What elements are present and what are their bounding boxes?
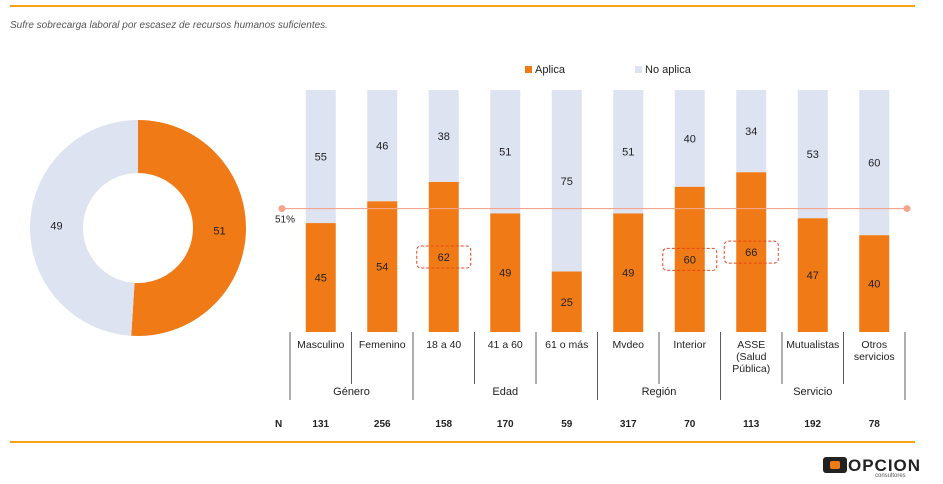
n-value: 131 [312,419,329,430]
n-value: 256 [374,419,391,430]
bar-no-aplica [859,90,890,236]
legend-label: No aplica [645,64,692,76]
bar-no-aplica [797,90,828,219]
n-value: 70 [684,419,696,430]
category-label: Mvdeo [612,339,644,351]
group-label: Región [642,386,677,398]
bar-label-aplica: 49 [499,268,511,280]
highlight-box [723,240,779,264]
group-label: Género [333,386,370,398]
bar-aplica [674,186,705,332]
bar-aplica [613,213,644,332]
bar-label-aplica: 66 [745,247,757,259]
bar-label-no-aplica: 60 [868,158,880,170]
bar-no-aplica [613,90,644,214]
reference-line-start-marker [278,205,286,213]
bottom-accent-rule [10,441,915,443]
legend-swatch-no-aplica [635,66,642,73]
bar-label-aplica: 47 [807,270,819,282]
donut-slice-aplica [131,120,247,336]
n-value: 59 [561,419,573,430]
top-accent-rule [10,5,915,7]
logo-name: OPCION [848,456,922,475]
bar-label-no-aplica: 51 [499,147,511,159]
category-label: Femenino [359,339,406,351]
highlight-box [662,247,718,271]
bar-label-no-aplica: 51 [622,147,634,159]
bar-aplica [305,223,336,332]
n-value: 170 [497,419,514,430]
n-value: 317 [620,419,637,430]
donut-slice-no-aplica [30,120,138,336]
bar-no-aplica [490,90,521,214]
bar-label-no-aplica: 46 [376,141,388,153]
bar-label-no-aplica: 75 [561,176,573,188]
bar-no-aplica [551,90,582,272]
category-label: Interior [673,339,706,351]
bar-label-aplica: 40 [868,279,880,291]
category-label: Otros servicios [854,339,895,363]
bar-label-no-aplica: 55 [315,152,327,164]
n-value: 192 [804,419,821,430]
bar-label-no-aplica: 38 [438,131,450,143]
logo-tagline: consultores [875,473,906,479]
donut-value-label: 49 [50,220,62,232]
bar-aplica [490,213,521,332]
bar-aplica [367,201,398,332]
bar-aplica [859,235,890,332]
bar-label-aplica: 45 [315,273,327,285]
bar-label-aplica: 54 [376,262,388,274]
donut-value-label: 51 [213,226,225,238]
category-label: Mutualistas [786,339,839,351]
n-value: 78 [869,419,881,430]
bar-no-aplica [428,90,459,182]
bar-aplica [736,172,767,332]
category-label: ASSE (Salud Pública) [732,339,770,375]
category-label: 41 a 60 [488,339,523,351]
category-label: 18 a 40 [426,339,461,351]
opcion-logo: OPCION consultores [823,456,922,479]
group-label: Servicio [793,386,832,398]
bar-label-no-aplica: 40 [684,133,696,145]
reference-line-end-marker [903,205,911,213]
n-value: 158 [435,419,452,430]
bar-no-aplica [674,90,705,187]
chart-subtitle: Sufre sobrecarga laboral por escasez de … [10,20,328,31]
bar-no-aplica [367,90,398,202]
category-label: Masculino [297,339,344,351]
bar-label-aplica: 49 [622,268,634,280]
stacked-bar-chart: Aplica No aplica 55 45 46 54 38 62 51 49 75 25 51 49 4… [275,64,911,430]
category-label: 61 o más [545,339,588,351]
bar-label-no-aplica: 53 [807,149,819,161]
bar-label-aplica: 25 [561,297,573,309]
bar-no-aplica [736,90,767,173]
bar-label-aplica: 62 [438,252,450,264]
legend-swatch-aplica [525,66,532,73]
legend-label: Aplica [535,64,566,76]
donut-chart: 51 49 [30,120,247,336]
group-label: Edad [492,386,518,398]
bar-aplica [551,271,582,332]
reference-line-label: 51% [275,215,295,226]
n-value: 113 [743,419,760,430]
logo-mark-icon [823,457,847,473]
bar-aplica [797,218,828,332]
bar-label-aplica: 60 [684,254,696,266]
bar-no-aplica [305,90,336,224]
bar-label-no-aplica: 34 [745,126,757,138]
bar-aplica [428,181,459,332]
n-row-label: N [275,419,282,430]
highlight-box [416,245,472,269]
